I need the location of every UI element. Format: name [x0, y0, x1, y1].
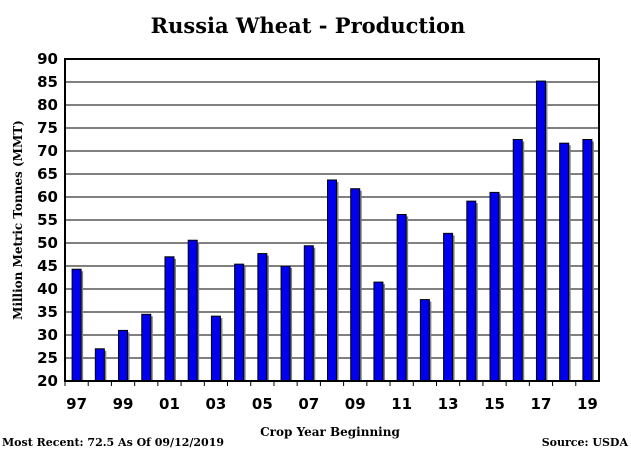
x-axis-label: Crop Year Beginning [260, 425, 400, 439]
bar-14 [466, 200, 477, 382]
bar-13 [443, 232, 454, 382]
bar-97 [71, 268, 82, 382]
x-tick-label: 13 [438, 395, 459, 413]
bar-03 [210, 315, 221, 382]
x-tick-label: 09 [345, 395, 366, 413]
bar-15 [489, 191, 500, 382]
x-tick-label: 15 [484, 395, 505, 413]
y-tick-label: 40 [37, 280, 58, 298]
y-tick-label: 35 [37, 303, 58, 321]
bar-05 [257, 253, 268, 382]
bar-08 [327, 179, 337, 382]
x-tick-label: 03 [205, 395, 226, 413]
bar-16 [512, 139, 523, 382]
bar-12 [419, 299, 430, 382]
x-tick-label: 97 [66, 395, 87, 413]
x-tick-label: 99 [113, 395, 134, 413]
x-tick-label: 05 [252, 395, 273, 413]
x-tick-label: 17 [531, 395, 552, 413]
x-tick-label: 19 [577, 395, 598, 413]
bars [71, 80, 594, 382]
y-tick-label: 75 [37, 119, 58, 137]
y-tick-label: 20 [37, 372, 58, 390]
y-tick-label: 60 [37, 188, 58, 206]
footer-source: Source: USDA [542, 436, 629, 449]
bar-99 [118, 329, 129, 382]
y-tick-label: 85 [37, 73, 58, 91]
x-tick-labels: 97 99 01 03 05 07 09 11 13 15 17 19 [64, 381, 598, 413]
y-tick-label: 90 [37, 50, 58, 68]
bar-98 [94, 348, 105, 382]
y-tick-label: 45 [37, 257, 58, 275]
bar-02 [187, 239, 198, 382]
x-tick-label: 11 [391, 395, 412, 413]
y-tick-label: 25 [37, 349, 58, 367]
y-tick-label: 50 [37, 234, 58, 252]
plot-frame [64, 58, 600, 382]
bar-04 [234, 263, 245, 382]
bar-10 [373, 281, 384, 382]
footer-most-recent: Most Recent: 72.5 As Of 09/12/2019 [2, 436, 224, 449]
y-tick-label: 65 [37, 165, 58, 183]
bar-07 [303, 245, 314, 382]
bar-06 [280, 265, 291, 382]
x-tick-label: 01 [159, 395, 180, 413]
bar-01 [164, 256, 175, 382]
bar-18 [559, 142, 570, 382]
y-tick-label: 30 [37, 326, 58, 344]
bar-09 [350, 188, 361, 382]
y-tick-label: 55 [37, 211, 58, 229]
y-tick-label: 80 [37, 96, 58, 114]
bar-17 [535, 80, 546, 382]
y-tick-label: 70 [37, 142, 58, 160]
bar-00 [141, 313, 152, 382]
chart-title: Russia Wheat - Production [151, 13, 466, 38]
y-axis-label: Million Metric Tonnes (MMT) [11, 120, 25, 320]
bar-19 [582, 139, 593, 382]
bar-11 [396, 213, 407, 382]
y-tick-labels: 20 25 30 35 40 45 50 55 60 65 70 75 80 85 90 [37, 50, 58, 390]
x-tick-label: 07 [298, 395, 319, 413]
